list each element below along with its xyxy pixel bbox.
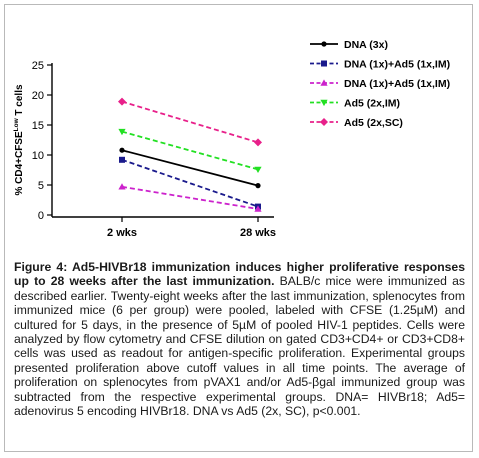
y-tick-label: 0 <box>38 210 44 222</box>
x-tick-label: 2 wks <box>107 227 137 239</box>
data-point <box>119 156 125 163</box>
y-axis-label: % CD4+CFSELow T cells <box>13 84 25 196</box>
series-1 <box>119 147 261 189</box>
y-tick-label: 25 <box>32 60 44 72</box>
series-line <box>121 149 259 187</box>
y-axis-label-main: % CD4+CFSE <box>14 131 25 196</box>
series-line <box>121 185 259 210</box>
data-point <box>118 97 126 106</box>
data-point <box>254 138 262 147</box>
data-point <box>254 166 262 173</box>
caption-body: BALB/c mice were immunized as described … <box>14 274 465 419</box>
line-chart: 0 5 10 15 20 25 2 wks 28 wks % CD4+CFSELow T cel… <box>13 39 450 239</box>
data-point <box>118 183 126 190</box>
legend-marker <box>320 118 328 126</box>
data-point <box>254 205 262 212</box>
y-axis-label-suffix: T cells <box>14 84 25 118</box>
x-tick-label: 28 wks <box>240 227 276 239</box>
series-line <box>121 130 259 171</box>
series-line <box>121 158 259 208</box>
legend-label: DNA (3x) <box>344 39 388 51</box>
chart-series <box>118 97 262 212</box>
legend-marker <box>321 41 327 47</box>
series-line <box>121 100 259 144</box>
y-tick-label: 5 <box>38 180 44 192</box>
legend-label: Ad5 (2x,SC) <box>344 117 403 129</box>
series-4 <box>118 128 262 173</box>
legend-label: DNA (1x)+Ad5 (1x,IM) <box>344 59 450 71</box>
legend-marker <box>320 99 328 107</box>
y-tick-label: 20 <box>32 90 44 102</box>
chart-legend: DNA (3x) DNA (1x)+Ad5 (1x,IM) DNA (1x)+Ad5… <box>310 39 450 129</box>
legend-item: DNA (1x)+Ad5 (1x,IM) <box>310 78 450 90</box>
legend-label: DNA (1x)+Ad5 (1x,IM) <box>344 78 450 90</box>
y-tick-label: 10 <box>32 150 44 162</box>
series-5 <box>118 97 262 147</box>
legend-label: Ad5 (2x,IM) <box>344 98 400 110</box>
figure-frame <box>4 4 473 452</box>
chart-axes: 0 5 10 15 20 25 2 wks 28 wks % CD4+CFSELow T cel… <box>13 60 276 239</box>
data-point <box>118 128 126 136</box>
caption-title: Figure 4: Ad5-HIVBr18 immunization induc… <box>14 260 465 289</box>
data-point <box>119 147 125 153</box>
legend-item: DNA (1x)+Ad5 (1x,IM) <box>310 59 450 71</box>
series-3 <box>118 183 262 212</box>
legend-item: DNA (3x) <box>310 39 388 51</box>
legend-item: Ad5 (2x,IM) <box>310 98 400 110</box>
legend-marker <box>321 60 327 67</box>
data-point <box>255 183 261 189</box>
y-axis-label-superscript: Low <box>13 117 20 131</box>
y-tick-label: 15 <box>32 120 44 132</box>
figure-caption: Figure 4: Ad5-HIVBr18 immunization induc… <box>14 260 465 418</box>
legend-marker <box>320 79 328 86</box>
legend-item: Ad5 (2x,SC) <box>310 117 403 129</box>
